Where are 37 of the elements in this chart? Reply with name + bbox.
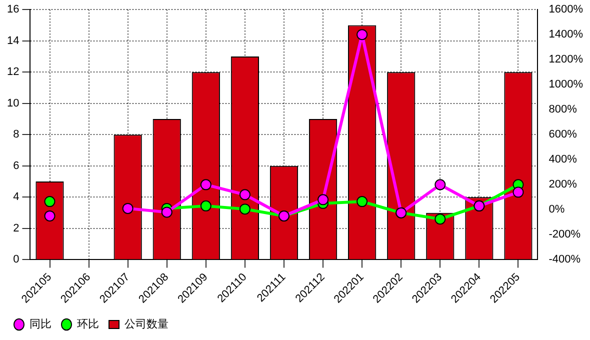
point <box>200 179 212 190</box>
legend-label: 公司数量 <box>124 318 168 331</box>
point <box>356 29 368 40</box>
point <box>44 196 56 208</box>
y-tick-label: 12 <box>6 66 20 78</box>
legend-label: 同比 <box>30 318 52 331</box>
point <box>434 179 446 190</box>
point <box>434 214 446 225</box>
point <box>356 196 368 208</box>
point <box>239 204 250 215</box>
point <box>318 194 329 206</box>
point <box>122 202 134 214</box>
y-tick-label: 4 <box>13 191 20 204</box>
y2-tick-label: 1600% <box>548 4 584 16</box>
y2-tick-label: 400% <box>548 154 578 166</box>
legend-label: 环比 <box>77 318 99 331</box>
point <box>200 200 212 212</box>
y2-tick-label: 1000% <box>548 78 584 91</box>
y2-tick-label: -200% <box>548 228 581 241</box>
y2-tick-label: 1400% <box>548 28 584 41</box>
y2-tick-label: 1200% <box>548 54 584 66</box>
y2-tick-label: 600% <box>548 128 578 141</box>
y2-tick-label: 200% <box>548 178 578 191</box>
y2-tick-label: 0% <box>548 204 565 216</box>
y2-tick-label: -400% <box>548 254 581 266</box>
point <box>239 189 250 200</box>
y-tick-label: 10 <box>6 97 20 110</box>
y-tick-label: 8 <box>13 128 20 141</box>
point <box>161 206 172 218</box>
y-tick-label: 0 <box>13 254 20 266</box>
y-tick-label: 16 <box>6 4 20 16</box>
y-tick-label: 6 <box>13 160 20 172</box>
y-tick-label: 14 <box>6 34 20 47</box>
point <box>512 186 524 198</box>
point <box>44 210 56 222</box>
y-tick-label: 2 <box>13 222 20 234</box>
y2-tick-label: 800% <box>548 104 578 116</box>
